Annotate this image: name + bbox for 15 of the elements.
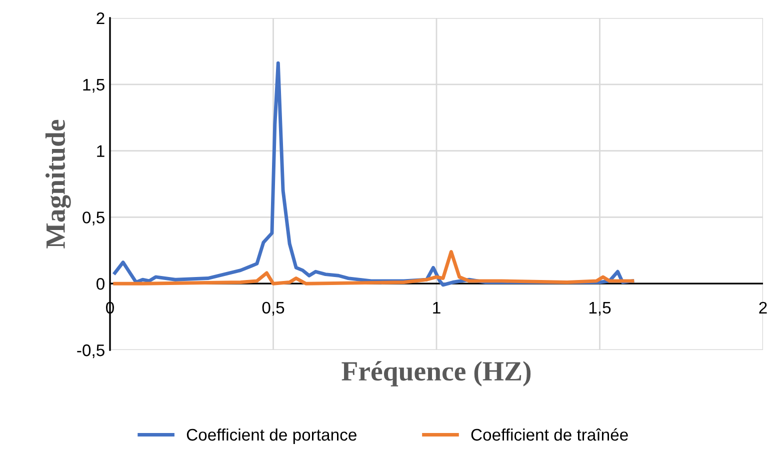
y-tick-label: 1 <box>97 145 104 157</box>
x-tick-label: 2 <box>759 302 767 314</box>
y-tick-label: 0,5 <box>82 212 104 226</box>
y-tick-label: -0,5 <box>77 344 104 358</box>
line-series <box>113 250 634 286</box>
y-tick-label: 2 <box>96 12 104 24</box>
y-tick-label: 1,5 <box>83 78 104 93</box>
x-tick-label: 1 <box>433 302 440 314</box>
legend-label: Coefficient de traînée <box>471 428 628 441</box>
x-tick-label: 0,5 <box>262 302 284 316</box>
y-tick-label: 0 <box>96 278 104 290</box>
x-axis-title: Fréquence (HZ) <box>342 361 531 386</box>
y-axis-title: Magnitude <box>45 120 71 248</box>
x-tick-label: 1,5 <box>589 302 611 316</box>
legend-label: Coefficient de portance <box>186 428 356 444</box>
